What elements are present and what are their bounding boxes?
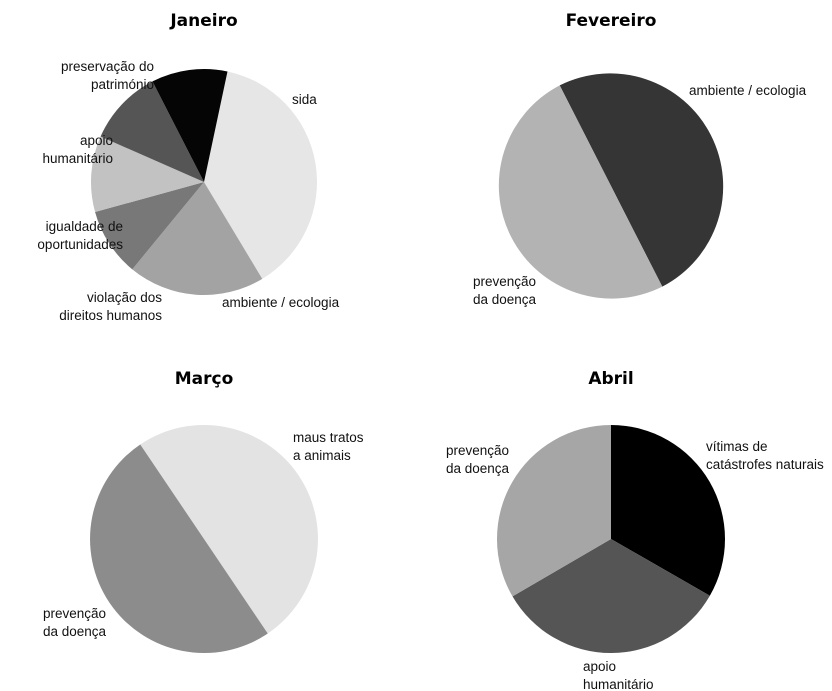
chart-title: Abril: [588, 369, 633, 389]
chart-title: Março: [175, 369, 234, 389]
slice-label-vitimas-de-catastrofes-naturais: vítimas de catástrofes naturais: [706, 439, 824, 472]
pie-slice-vitimas-de-catastrofes-naturais: [611, 425, 726, 596]
chart-title: Janeiro: [169, 11, 237, 31]
pie-slice-ambiente-ecologia: [559, 73, 724, 287]
pie-slice-maus-tratos-a-animais: [140, 425, 318, 634]
pie-slice-apoio-humanitario: [100, 81, 204, 182]
slice-label-prevencao-da-doenca: prevenção da doença: [446, 443, 510, 476]
pie-slice-sida: [204, 71, 318, 279]
pie-slice-prevencao-da-doenca: [496, 425, 611, 597]
pie-slice-igualdade-de-oportunidades: [90, 136, 204, 212]
pie-slice-preservacao-do-patrimonio: [152, 69, 228, 182]
slice-label-ambiente-ecologia: ambiente / ecologia: [222, 295, 340, 310]
slice-label-igualdade-de-oportunidades: igualdade de oportunidades: [37, 219, 123, 252]
pie-slice-apoio-humanitario: [512, 539, 710, 654]
pie-slice-ambiente-ecologia: [132, 182, 263, 296]
pie-chart-janeiro: Janeiro sida ambiente / ecologia violação d…: [37, 11, 339, 323]
slice-label-preservacao-do-patrimonio: preservação do património: [61, 59, 154, 92]
chart-title: Fevereiro: [566, 11, 657, 31]
slice-label-violacao-dos-direitos-humanos: violação dos direitos humanos: [59, 290, 162, 323]
slice-label-maus-tratos-a-animais: maus tratos a animais: [293, 430, 364, 463]
slice-label-ambiente-ecologia: ambiente / ecologia: [689, 83, 807, 98]
pie-slice-prevencao-da-doenca: [90, 444, 268, 653]
pie-chart-abril: Abril vítimas de catástrofes naturais apoio…: [446, 369, 824, 691]
slice-label-apoio-humanitario: apoio humanitário: [42, 133, 113, 166]
pie-chart-marco: Março maus tratos a animais prevenção da doe…: [43, 369, 364, 653]
pie-chart-fevereiro: Fevereiro ambiente / ecologia prevenção da …: [473, 11, 807, 307]
slice-label-prevencao-da-doenca: prevenção da doença: [473, 274, 537, 307]
slice-label-apoio-humanitario: apoio humanitário: [583, 659, 654, 691]
slice-label-sida: sida: [292, 92, 317, 107]
pie-slice-prevencao-da-doenca: [498, 85, 663, 299]
slice-label-prevencao-da-doenca: prevenção da doença: [43, 606, 107, 639]
pie-slice-violacao-dos-direitos-humanos: [95, 182, 204, 270]
